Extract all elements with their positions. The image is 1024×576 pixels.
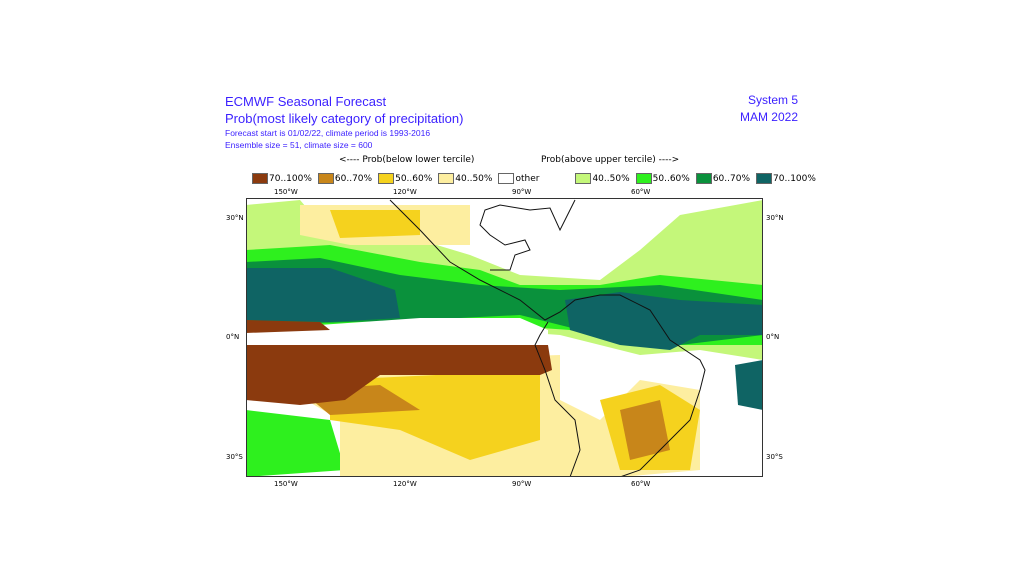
map-frame [246,198,763,477]
region-other-equator [246,318,548,345]
longitude-label: 120°W [393,188,417,196]
coastline-americas [389,199,706,477]
below-tercile-heading: <---- Prob(below lower tercile) [339,155,475,165]
probability-map [246,198,763,477]
longitude-label: 120°W [393,480,417,488]
legend-item: 60..70% [317,173,373,184]
map-title: ECMWF Seasonal Forecast [225,94,387,109]
latitude-label: 30°N [226,214,244,222]
legend-label: 40..50% [592,173,630,184]
longitude-label: 150°W [274,480,298,488]
period-label: MAM 2022 [739,110,798,124]
region-below-50-north [330,210,420,238]
legend-label: 60..70% [334,173,373,184]
region-below-70-strip [246,320,330,333]
legend-item: 50..60% [378,173,432,184]
latitude-label: 0°N [766,333,780,341]
legend-swatch [635,173,652,184]
longitude-label: 60°W [631,188,651,196]
longitude-label: 150°W [274,188,298,196]
legend-swatch [438,173,455,184]
longitude-label: 90°W [512,188,532,196]
system-label: System 5 [747,93,798,107]
legend-item: 70..100% [252,173,312,184]
above-tercile-heading: Prob(above upper tercile) ----> [541,155,680,165]
region-below-70-pacific [246,345,552,405]
legend-label: 50..60% [395,173,433,184]
legend-item: 50..60% [635,173,690,184]
latitude-label: 30°S [226,453,243,461]
region-below-60-brazil [620,400,670,460]
legend-swatch [498,173,515,184]
legend-item: 60..70% [695,173,751,184]
legend-swatch [252,173,268,184]
coastline-south-america-west [534,321,581,477]
map-subtitle: Prob(most likely category of precipitati… [225,111,464,126]
longitude-label: 90°W [512,480,532,488]
legend-label: 70..100% [269,173,312,184]
legend-swatch [756,173,773,184]
legend-label: 70..100% [773,173,816,184]
coastline-gulf [479,199,576,271]
region-above-70-brazil [735,360,763,410]
legend-swatch [378,173,395,184]
legend-swatch [317,173,334,184]
legend-item: 40..50% [438,173,492,184]
legend-label: 40..50% [455,173,493,184]
latitude-label: 30°S [766,453,783,461]
region-above-70-pacific [246,268,400,322]
legend-label: other [515,173,540,184]
region-above-70-amazon [565,292,763,350]
legend-label: 50..60% [652,173,690,184]
longitude-label: 60°W [631,480,651,488]
region-above-sw [246,410,345,477]
legend-item: 70..100% [756,173,816,184]
ensemble-info: Ensemble size = 51, climate size = 600 [225,140,373,150]
legend-label: 60..70% [712,173,751,184]
legend-item: other [498,173,539,184]
legend: 70..100% 60..70% 50..60% 40..50% other 40..50… [252,173,822,184]
forecast-info: Forecast start is 01/02/22, climate peri… [225,128,431,138]
latitude-label: 0°N [226,333,240,341]
latitude-label: 30°N [766,214,784,222]
legend-item: 40..50% [575,173,630,184]
legend-swatch [695,173,712,184]
legend-swatch [575,173,592,184]
